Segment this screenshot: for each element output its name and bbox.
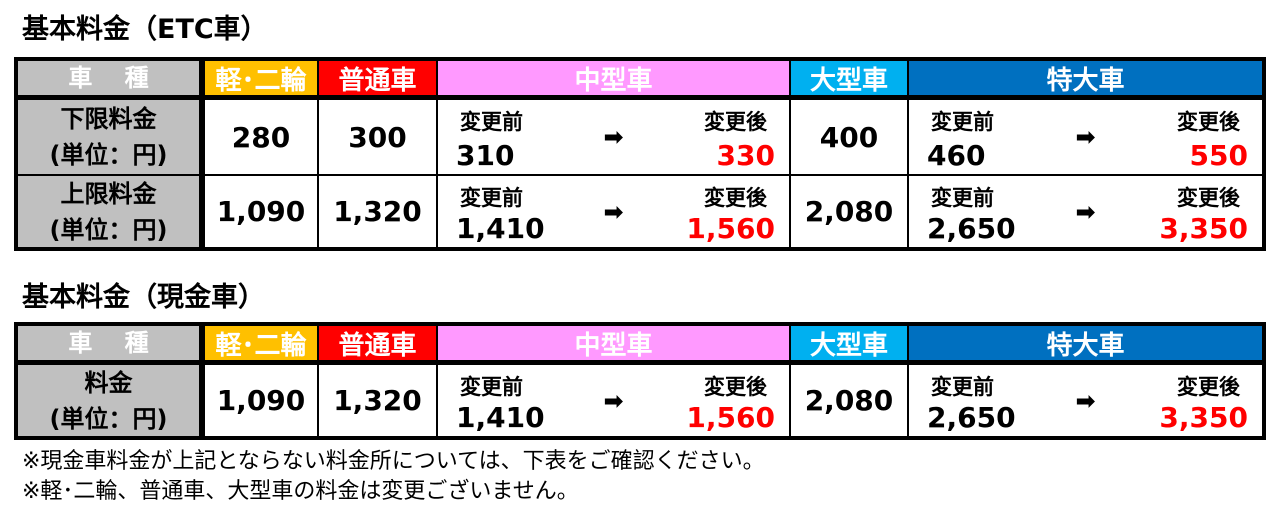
header-kei: 軽･二輪 (204, 60, 318, 96)
before-label: 変更前 (931, 375, 994, 399)
cash-fee-table: 車 種 軽･二輪 普通車 中型車 大型車 特大車 料金 (単位：円) 1,090 … (14, 322, 1266, 440)
chugata-change: 変更前 310 ➡ 変更後 330 (437, 99, 790, 175)
after-label: 変更後 (704, 110, 767, 134)
after-label: 変更後 (1177, 110, 1240, 134)
before-value: 460 (927, 139, 986, 172)
table-row-fee: 料金 (単位：円) 1,090 1,320 変更前 1,410 ➡ 変更後 1,560… (17, 364, 1263, 437)
table-row-lower-limit: 下限料金 (単位：円) 280 300 変更前 310 ➡ 変更後 330 400 変… (17, 99, 1263, 175)
arrow-right-icon: ➡ (603, 386, 624, 415)
row-label-line1: 料金 (84, 368, 133, 397)
header-chugata: 中型車 (437, 60, 790, 96)
ogata-value: 400 (790, 99, 908, 175)
header-tokudai: 特大車 (908, 60, 1263, 96)
futsu-value: 300 (318, 99, 437, 175)
after-label: 変更後 (704, 375, 767, 399)
arrow-right-icon: ➡ (1075, 197, 1096, 226)
before-value: 1,410 (456, 212, 545, 245)
ogata-value: 2,080 (790, 364, 908, 437)
after-value: 330 (716, 139, 775, 172)
header-vehicle-kind: 車 種 (17, 325, 200, 361)
row-label-line1: 下限料金 (60, 105, 157, 133)
after-value: 3,350 (1159, 401, 1248, 434)
futsu-value: 1,320 (318, 364, 437, 437)
chugata-change: 変更前 1,410 ➡ 変更後 1,560 (437, 175, 790, 248)
arrow-right-icon: ➡ (603, 123, 624, 151)
header-ogata: 大型車 (790, 325, 908, 361)
row-label: 下限料金 (単位：円) (17, 99, 200, 175)
tokudai-change: 変更前 2,650 ➡ 変更後 3,350 (908, 175, 1263, 248)
row-label: 上限料金 (単位：円) (17, 175, 200, 248)
arrow-right-icon: ➡ (603, 197, 624, 226)
header-row: 車 種 軽･二輪 普通車 中型車 大型車 特大車 (17, 60, 1263, 96)
etc-table-title: 基本料金（ETC車） (22, 14, 268, 45)
etc-fee-table: 車 種 軽･二輪 普通車 中型車 大型車 特大車 下限料金 (単位：円) 280 … (14, 57, 1266, 251)
before-value: 1,410 (456, 401, 545, 434)
after-label: 変更後 (1177, 375, 1240, 399)
before-label: 変更前 (460, 186, 523, 210)
header-tokudai: 特大車 (908, 325, 1263, 361)
kei-value: 280 (204, 99, 318, 175)
before-value: 2,650 (927, 212, 1016, 245)
header-futsu: 普通車 (318, 325, 437, 361)
row-label: 料金 (単位：円) (17, 364, 200, 437)
row-label-unit: (単位：円) (49, 141, 168, 169)
note-1: ※現金車料金が上記とならない料金所については、下表をご確認ください。 (22, 449, 765, 474)
before-value: 2,650 (927, 401, 1016, 434)
header-ogata: 大型車 (790, 60, 908, 96)
chugata-change: 変更前 1,410 ➡ 変更後 1,560 (437, 364, 790, 437)
arrow-right-icon: ➡ (1075, 386, 1096, 415)
kei-value: 1,090 (204, 175, 318, 248)
kei-value: 1,090 (204, 364, 318, 437)
cash-table-title: 基本料金（現金車） (22, 282, 265, 313)
header-row: 車 種 軽･二輪 普通車 中型車 大型車 特大車 (17, 325, 1263, 361)
row-label-unit: (単位：円) (49, 215, 168, 244)
note-2: ※軽･二輪、普通車、大型車の料金は変更ございません。 (22, 479, 579, 504)
header-vehicle-kind: 車 種 (17, 60, 200, 96)
after-label: 変更後 (704, 186, 767, 210)
header-chugata: 中型車 (437, 325, 790, 361)
after-value: 550 (1189, 139, 1248, 172)
tokudai-change: 変更前 2,650 ➡ 変更後 3,350 (908, 364, 1263, 437)
header-kei: 軽･二輪 (204, 325, 318, 361)
before-label: 変更前 (931, 186, 994, 210)
before-label: 変更前 (460, 375, 523, 399)
row-label-line1: 上限料金 (60, 179, 157, 208)
after-value: 3,350 (1159, 212, 1248, 245)
row-label-unit: (単位：円) (49, 404, 168, 433)
after-value: 1,560 (686, 401, 775, 434)
arrow-right-icon: ➡ (1075, 123, 1096, 151)
table-row-upper-limit: 上限料金 (単位：円) 1,090 1,320 変更前 1,410 ➡ 変更後 1,5… (17, 175, 1263, 248)
before-value: 310 (456, 139, 515, 172)
after-value: 1,560 (686, 212, 775, 245)
ogata-value: 2,080 (790, 175, 908, 248)
tokudai-change: 変更前 460 ➡ 変更後 550 (908, 99, 1263, 175)
futsu-value: 1,320 (318, 175, 437, 248)
before-label: 変更前 (931, 110, 994, 134)
before-label: 変更前 (460, 110, 523, 134)
after-label: 変更後 (1177, 186, 1240, 210)
header-futsu: 普通車 (318, 60, 437, 96)
